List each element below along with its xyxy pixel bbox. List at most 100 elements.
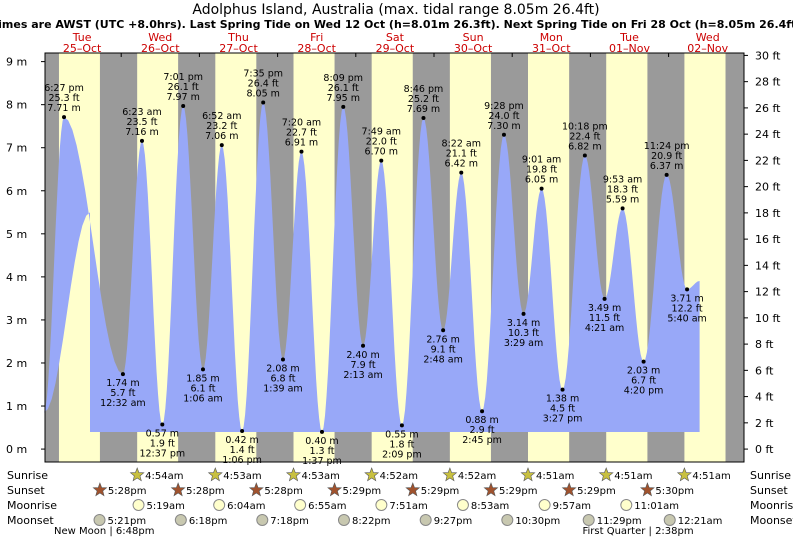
y-right-tick-label: 26 ft <box>755 102 781 115</box>
tide-point <box>200 367 205 372</box>
tide-label-29-1: 12.2 ft <box>672 303 703 314</box>
y-right-tick-label: 12 ft <box>755 286 781 299</box>
y-left-tick-label: 2 m <box>6 357 27 370</box>
sunset-icon <box>561 482 577 497</box>
sunrise-time: 4:53am <box>302 471 340 482</box>
moonset-time: 7:18pm <box>270 516 309 527</box>
y-left-tick-label: 9 m <box>6 56 27 69</box>
row-label-right-2: Moonrise <box>750 499 793 512</box>
tide-point <box>240 429 245 434</box>
tide-point <box>441 328 446 333</box>
sunset-time: 5:28pm <box>186 486 225 497</box>
sunset-time: 5:29pm <box>499 486 538 497</box>
tide-label-3-0: 0.57 m <box>146 429 179 440</box>
tide-label-26-0: 9:53 am <box>603 174 642 185</box>
sunrise-time: 4:53am <box>223 471 261 482</box>
moonset-icon <box>419 514 432 526</box>
day-label-0: Tue <box>72 31 92 44</box>
tide-label-15-1: 1.8 ft <box>389 439 414 450</box>
y-right-tick-label: 24 ft <box>755 128 781 141</box>
tide-label-15-0: 0.55 m <box>385 429 418 440</box>
tide-label-1-1: 5.7 ft <box>110 388 135 399</box>
sunset-time: 5:28pm <box>264 486 303 497</box>
sunrise-icon <box>442 467 458 482</box>
day-label-4: Sat <box>386 31 405 44</box>
sunrise-time: 4:51am <box>692 471 730 482</box>
sunrise-icon <box>129 467 145 482</box>
sunset-icon <box>170 482 186 497</box>
moonrise-icon <box>294 499 307 511</box>
tide-point <box>399 423 404 428</box>
tide-label-3-2: 12:37 pm <box>139 449 185 460</box>
moonset-time: 9:27pm <box>434 516 473 527</box>
tide-label-11-0: 0.40 m <box>305 436 338 447</box>
tide-label-13-1: 7.9 ft <box>351 360 376 371</box>
tide-label-8-1: 26.4 ft <box>248 79 279 90</box>
moonrise-time: 6:04am <box>227 501 265 512</box>
y-right-tick-label: 30 ft <box>755 49 781 62</box>
tide-label-25-0: 3.49 m <box>588 303 621 314</box>
tide-label-28-0: 11:24 pm <box>644 141 690 152</box>
day-label-1: Wed <box>148 31 172 44</box>
tide-label-24-2: 6.82 m <box>568 141 601 152</box>
tide-point <box>160 422 165 427</box>
day-label-5: Sun <box>463 31 484 44</box>
tide-point <box>602 296 607 301</box>
tide-label-29-2: 5:40 am <box>667 313 706 324</box>
tide-point <box>379 158 384 163</box>
tide-label-10-2: 6.91 m <box>285 138 318 149</box>
tide-label-26-1: 18.3 ft <box>607 184 638 195</box>
tide-label-5-2: 1:06 am <box>183 393 222 404</box>
tide-label-4-1: 26.1 ft <box>168 82 199 93</box>
date-label-8: 02–Nov <box>687 42 728 55</box>
tide-label-21-1: 10.3 ft <box>508 328 539 339</box>
tide-label-25-2: 4:21 am <box>585 323 624 334</box>
sunset-icon <box>327 482 343 497</box>
tide-label-18-1: 21.1 ft <box>446 149 477 160</box>
tide-label-27-2: 4:20 pm <box>624 386 664 397</box>
tide-label-27-0: 2.03 m <box>627 366 660 377</box>
row-label-left-0: Sunrise <box>7 469 48 482</box>
sunrise-icon <box>676 467 692 482</box>
tide-point <box>560 387 565 392</box>
moonrise-time: 9:57am <box>553 501 591 512</box>
date-label-7: 01–Nov <box>609 42 650 55</box>
y-right-tick-label: 14 ft <box>755 259 781 272</box>
tide-label-7-2: 1:06 pm <box>222 455 262 466</box>
tide-label-9-1: 6.8 ft <box>270 374 295 385</box>
y-right-tick-label: 28 ft <box>755 76 781 89</box>
day-label-7: Tue <box>619 31 639 44</box>
y-left-tick-label: 3 m <box>6 314 27 327</box>
tide-label-12-0: 8:09 pm <box>323 73 363 84</box>
tide-label-6-0: 6:52 am <box>202 111 241 122</box>
moonrise-icon <box>132 499 145 511</box>
moonset-time: 12:21am <box>678 516 723 527</box>
tide-point <box>620 206 625 211</box>
tide-point <box>219 143 224 148</box>
tide-label-19-2: 2:45 pm <box>462 435 502 446</box>
date-label-3: 28–Oct <box>297 42 336 55</box>
tide-label-1-2: 12:32 am <box>100 398 145 409</box>
tide-label-9-0: 2.08 m <box>266 364 299 375</box>
y-left-tick-label: 8 m <box>6 99 27 112</box>
tide-label-20-2: 7.30 m <box>487 121 520 132</box>
row-label-right-1: Sunset <box>750 484 788 497</box>
sunset-time: 5:30pm <box>655 486 694 497</box>
tide-label-14-1: 22.0 ft <box>366 137 397 148</box>
tide-label-11-2: 1:37 pm <box>302 456 342 467</box>
tide-label-18-0: 8:22 am <box>442 139 481 150</box>
moonset-time: 5:21pm <box>108 516 147 527</box>
moon-phase-label-0: New Moon | 6:48pm <box>54 526 154 537</box>
tide-label-0-2: 7.71 m <box>47 103 80 114</box>
tide-label-6-2: 7.06 m <box>205 131 238 142</box>
moonset-time: 8:22pm <box>352 516 391 527</box>
grid-lines <box>120 53 670 57</box>
tide-label-3-1: 1.9 ft <box>150 439 175 450</box>
tide-label-11-1: 1.3 ft <box>309 446 334 457</box>
tide-curve <box>44 102 700 432</box>
moonrise-icon <box>620 499 633 511</box>
moon-phase-label-1: First Quarter | 2:38pm <box>582 526 693 537</box>
y-left-tick-label: 1 m <box>6 400 27 413</box>
moonrise-time: 5:19am <box>147 501 185 512</box>
